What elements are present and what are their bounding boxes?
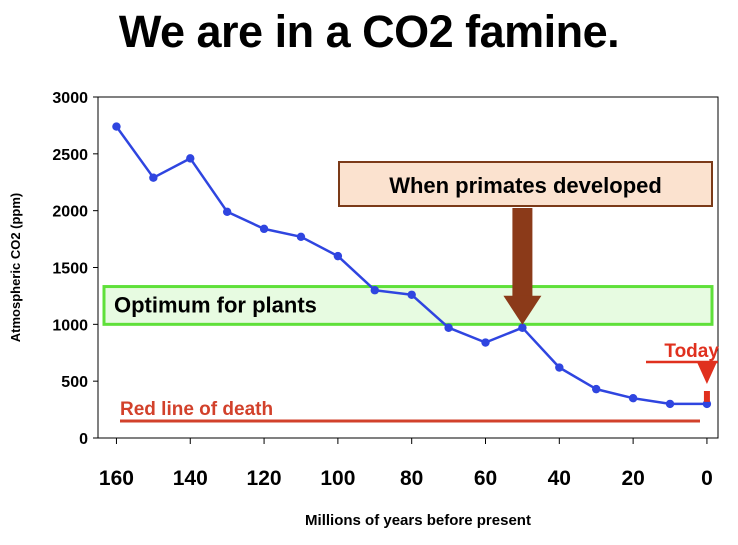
y-tick-label: 1500 [52, 261, 88, 278]
data-point [481, 338, 490, 347]
data-point [628, 394, 638, 403]
primates-arrow-shaft [512, 208, 533, 298]
optimum-label: Optimum for plants [114, 292, 317, 317]
y-tick-label: 3000 [52, 90, 88, 107]
y-tick-label: 500 [61, 374, 88, 391]
data-point [407, 290, 416, 299]
data-point [370, 286, 379, 295]
data-point [222, 207, 232, 217]
red-line-label: Red line of death [120, 399, 273, 420]
y-tick-label: 2500 [52, 147, 88, 164]
data-point [518, 323, 527, 332]
x-tick-label: 160 [99, 467, 134, 490]
data-point [444, 323, 453, 332]
plot-frame [97, 96, 719, 439]
x-tick-label: 140 [173, 467, 208, 490]
data-point [149, 173, 158, 182]
data-point [592, 384, 601, 394]
y-tick-label: 1000 [52, 317, 88, 334]
data-point [555, 363, 564, 372]
x-axis-label: Millions of years before present [305, 512, 531, 529]
today-marker [703, 391, 710, 402]
data-point [259, 224, 269, 234]
x-tick-label: 60 [474, 467, 497, 490]
y-tick-label: 2000 [52, 204, 88, 221]
primates-label: When primates developed [389, 173, 662, 198]
data-point [296, 232, 306, 242]
today-label: Today [664, 341, 719, 362]
page-title: We are in a CO2 famine. [118, 6, 620, 57]
x-tick-label: 80 [400, 467, 423, 490]
primates-arrow-head [503, 295, 542, 325]
y-tick-label: 0 [79, 431, 88, 448]
today-arrow [696, 362, 717, 384]
primates-box [338, 161, 713, 207]
data-point [665, 399, 675, 409]
x-tick-label: 20 [621, 467, 644, 490]
y-axis-label: Atmospheric CO2 (ppm) [8, 193, 23, 343]
x-tick-label: 40 [548, 467, 571, 490]
plot-area: 0 500 1000 1500 2000 2500 3000 160 140 120 100 80 60… [8, 90, 719, 529]
data-point [333, 251, 343, 261]
x-tick-label: 120 [247, 467, 282, 490]
x-tick-label: 100 [320, 467, 355, 490]
data-point [186, 154, 195, 163]
x-tick-label: 0 [701, 467, 713, 490]
data-point [112, 122, 121, 131]
